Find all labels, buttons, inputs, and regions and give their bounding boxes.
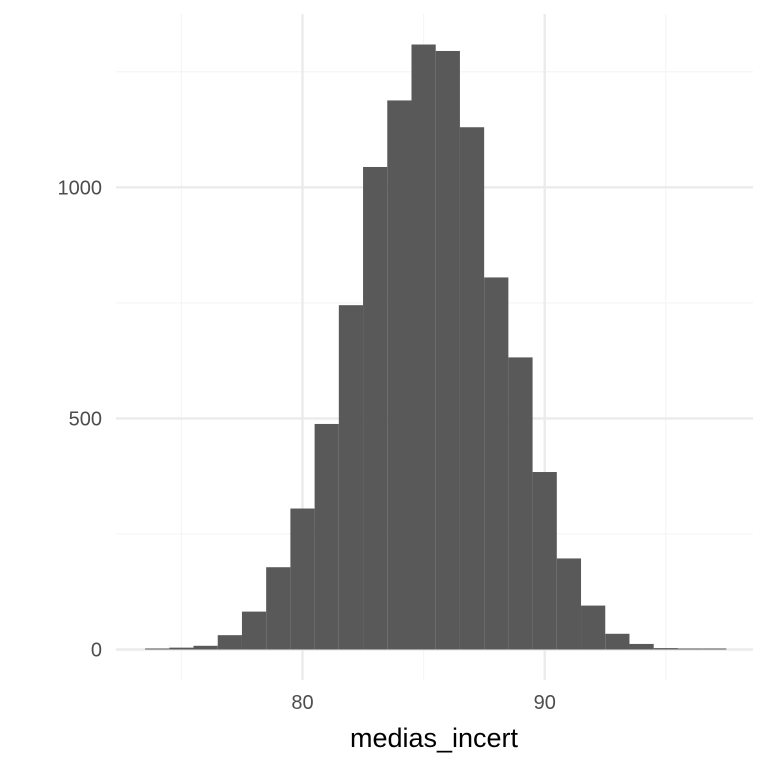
x-axis-tick-labels: 80 90 [291,692,555,714]
histogram-bar [145,648,170,650]
histogram-bar [266,567,291,650]
y-tick-label: 500 [69,408,102,430]
histogram-bar [290,508,315,650]
histogram-bar [314,423,339,650]
histogram-bar [629,643,654,650]
y-tick-label: 1000 [58,177,103,199]
histogram-bar [387,100,412,650]
histogram-bar [411,44,436,650]
histogram-bar [556,558,582,650]
histogram-bar [241,611,267,650]
histogram-bar [193,645,218,650]
y-axis-tick-labels: 0 500 1000 [58,177,103,661]
x-axis-title: medias_incert [350,723,519,753]
histogram-bar [363,166,388,650]
histogram-bar [581,605,606,650]
histogram-bar [508,357,533,650]
histogram-bar [217,635,242,650]
histogram-bar [459,127,485,650]
histogram-bar [702,648,727,650]
histogram-bar [338,305,364,650]
histogram-bar [484,277,509,650]
histogram-bar [169,647,194,650]
histogram-bar [605,633,630,650]
x-tick-label: 80 [291,692,313,714]
histogram-bar [532,472,557,650]
x-tick-label: 90 [534,692,556,714]
histogram-bar [677,648,703,650]
histogram-bars [145,44,727,650]
y-tick-label: 0 [91,639,102,661]
histogram-bar [435,50,460,650]
histogram-bar [653,648,678,650]
